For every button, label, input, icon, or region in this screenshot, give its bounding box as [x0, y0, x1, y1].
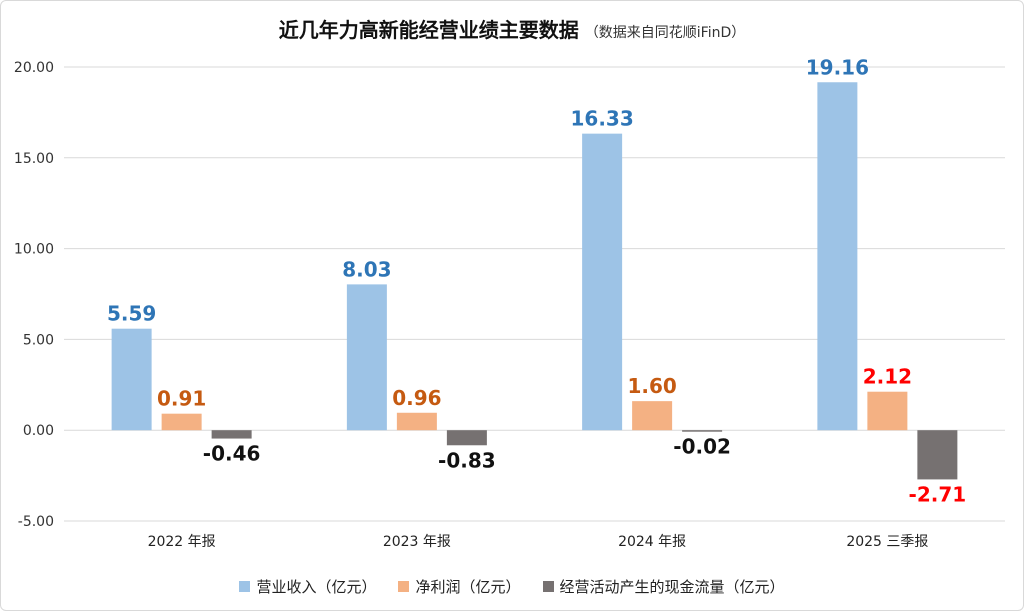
net-profit-bar	[161, 413, 202, 431]
legend: 营业收入（亿元） 净利润（亿元） 经营活动产生的现金流量（亿元）	[0, 576, 1024, 597]
revenue-value-label: 8.03	[342, 257, 391, 281]
revenue-value-label: 16.33	[570, 107, 633, 131]
legend-item-revenue: 营业收入（亿元）	[239, 576, 376, 597]
cash-flow-bar	[211, 430, 252, 439]
legend-label-cash-flow: 经营活动产生的现金流量（亿元）	[559, 578, 785, 596]
x-tick-label: 2025 三季报	[846, 534, 928, 550]
legend-swatch-revenue	[239, 581, 251, 592]
net-profit-bar	[867, 391, 908, 431]
chart-subtitle: （数据来自同花顺iFinD）	[584, 25, 746, 41]
revenue-bar	[346, 284, 387, 431]
cash-flow-value-label: -2.71	[909, 482, 967, 506]
net-profit-value-label: 2.12	[863, 365, 912, 389]
revenue-value-label: 19.16	[806, 55, 869, 79]
y-tick-label: 10.00	[14, 242, 54, 258]
net-profit-bar	[632, 401, 673, 431]
x-tick-label: 2022 年报	[148, 534, 216, 550]
net-profit-value-label: 0.96	[392, 386, 441, 410]
chart-title-block: 近几年力高新能经营业绩主要数据 （数据来自同花顺iFinD）	[0, 14, 1024, 43]
y-tick-label: 0.00	[23, 423, 54, 439]
revenue-bar	[817, 82, 858, 431]
y-tick-label: -5.00	[18, 514, 54, 530]
net-profit-value-label: 1.60	[627, 374, 676, 398]
cash-flow-value-label: -0.46	[203, 442, 261, 466]
legend-label-net-profit: 净利润（亿元）	[415, 578, 521, 596]
cash-flow-bar	[917, 430, 958, 480]
cash-flow-value-label: -0.83	[438, 448, 496, 472]
revenue-bar	[111, 328, 152, 431]
x-tick-label: 2024 年报	[618, 534, 686, 550]
cash-flow-value-label: -0.02	[673, 435, 731, 459]
net-profit-value-label: 0.91	[157, 387, 206, 411]
legend-item-cash-flow: 经营活动产生的现金流量（亿元）	[542, 576, 785, 597]
y-tick-label: 15.00	[14, 151, 54, 167]
legend-item-net-profit: 净利润（亿元）	[398, 576, 521, 597]
net-profit-bar	[396, 412, 437, 431]
legend-swatch-cash-flow	[542, 581, 554, 592]
cash-flow-bar	[682, 430, 723, 432]
legend-label-revenue: 营业收入（亿元）	[256, 578, 377, 596]
y-tick-label: 20.00	[14, 60, 54, 76]
revenue-bar	[582, 133, 623, 431]
revenue-value-label: 5.59	[107, 302, 156, 326]
chart-title: 近几年力高新能经营业绩主要数据	[278, 18, 579, 42]
cash-flow-bar	[446, 430, 487, 446]
legend-swatch-net-profit	[398, 581, 410, 592]
x-tick-label: 2023 年报	[383, 534, 451, 550]
y-tick-label: 5.00	[23, 332, 54, 348]
